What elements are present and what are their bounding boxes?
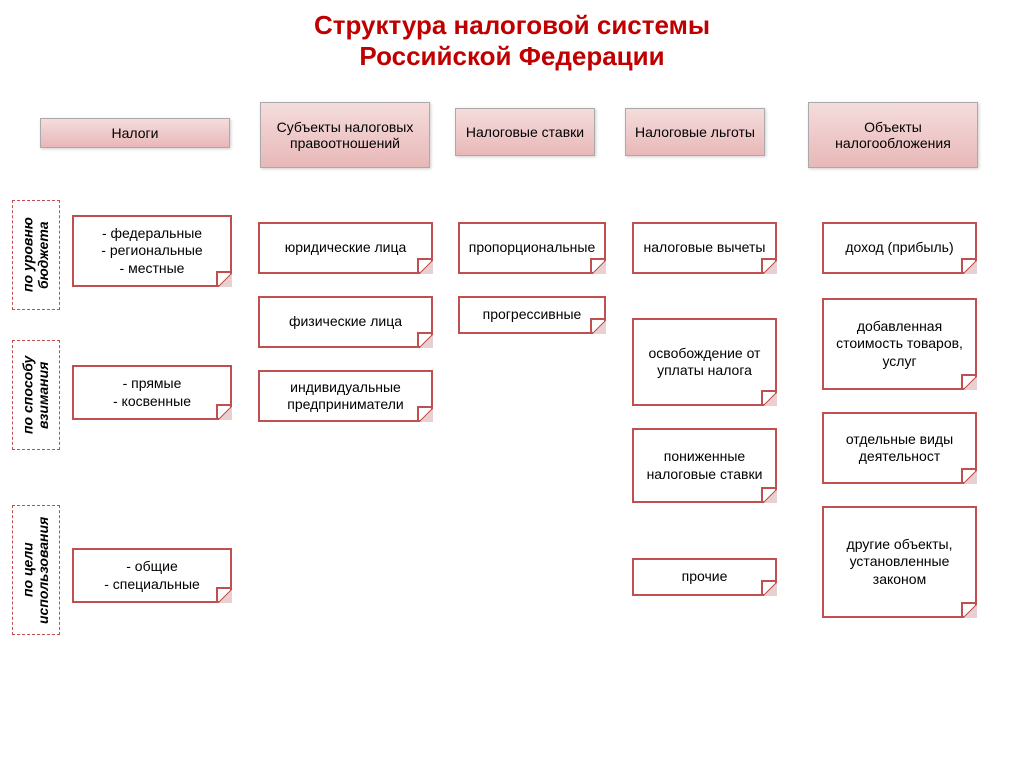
note-c4n2-text: освобождение от уплаты налога [642,345,767,380]
header-objects-label: Объекты налогообложения [817,119,969,151]
note-other-benefits: прочие [632,558,777,596]
note-individuals: физические лица [258,296,433,348]
title-line2: Российской Федерации [359,41,664,71]
note-proportional: пропорциональные [458,222,606,274]
note-exemption: освобождение от уплаты налога [632,318,777,406]
note-c1n2-text: - прямые - косвенные [113,375,191,410]
header-subjects: Субъекты налоговых правоотношений [260,102,430,168]
note-c3n1-text: пропорциональные [469,239,596,257]
note-c3n2-text: прогрессивные [483,306,582,324]
note-c1n1-text: - федеральные - региональные - местные [101,225,202,278]
side-label-budget: по уровню бюджета [12,200,60,310]
header-rates: Налоговые ставки [455,108,595,156]
header-subjects-label: Субъекты налоговых правоотношений [269,119,421,151]
note-c4n4-text: прочие [682,568,728,586]
side-label-method: по способу взимания [12,340,60,450]
note-c5n4-text: другие объекты, установленные законом [832,536,967,589]
header-taxes: Налоги [40,118,230,148]
page-title: Структура налоговой системы Российской Ф… [0,0,1024,72]
note-activities: отдельные виды деятельност [822,412,977,484]
note-general-special: - общие - специальные [72,548,232,603]
note-federal-regional-local: - федеральные - региональные - местные [72,215,232,287]
note-deductions: налоговые вычеты [632,222,777,274]
note-income: доход (прибыль) [822,222,977,274]
note-progressive: прогрессивные [458,296,606,334]
note-c1n3-text: - общие - специальные [104,558,200,593]
note-c5n2-text: добавленная стоимость товаров, услуг [832,318,967,371]
title-line1: Структура налоговой системы [314,10,710,40]
note-c2n2-text: физические лица [289,313,402,331]
note-reduced-rates: пониженные налоговые ставки [632,428,777,503]
note-direct-indirect: - прямые - косвенные [72,365,232,420]
header-objects: Объекты налогообложения [808,102,978,168]
note-c2n3-text: индивидуальные предприниматели [268,379,423,414]
side-label-budget-text: по уровню бюджета [21,209,52,301]
note-other-objects: другие объекты, установленные законом [822,506,977,618]
header-taxes-label: Налоги [112,125,159,141]
note-c2n1-text: юридические лица [285,239,407,257]
note-c4n3-text: пониженные налоговые ставки [642,448,767,483]
header-benefits-label: Налоговые льготы [635,124,755,140]
note-added-value: добавленная стоимость товаров, услуг [822,298,977,390]
note-entrepreneurs: индивидуальные предприниматели [258,370,433,422]
header-rates-label: Налоговые ставки [466,124,584,140]
side-label-purpose: по цели использования [12,505,60,635]
note-c5n3-text: отдельные виды деятельност [832,431,967,466]
note-c4n1-text: налоговые вычеты [644,239,766,257]
note-legal-entities: юридические лица [258,222,433,274]
side-label-method-text: по способу взимания [21,349,52,441]
side-label-purpose-text: по цели использования [21,514,52,626]
note-c5n1-text: доход (прибыль) [845,239,953,257]
header-benefits: Налоговые льготы [625,108,765,156]
